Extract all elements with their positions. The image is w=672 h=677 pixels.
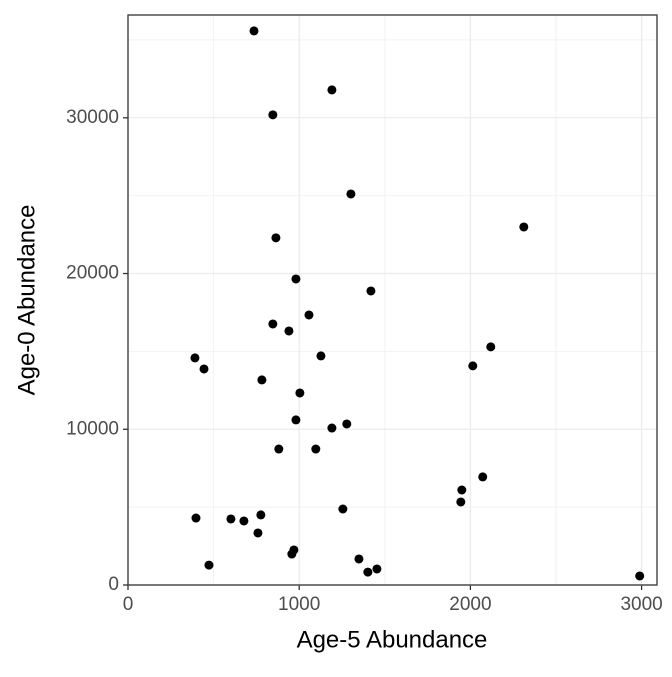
point — [635, 571, 645, 581]
point — [199, 364, 209, 374]
point — [291, 274, 301, 284]
point — [284, 326, 294, 336]
point — [295, 388, 305, 398]
y-tick-label: 30000 — [66, 107, 119, 128]
y-tick-label: 0 — [108, 574, 119, 595]
point — [363, 567, 373, 577]
y-axis-title: Age-0 Abundance — [13, 205, 40, 396]
point — [268, 110, 278, 120]
point — [239, 516, 249, 526]
point — [346, 189, 356, 199]
point — [190, 353, 200, 363]
point — [478, 472, 488, 482]
point — [327, 423, 337, 433]
point — [354, 554, 364, 564]
point — [204, 560, 214, 570]
point — [519, 222, 529, 232]
point — [268, 319, 278, 329]
point — [486, 342, 496, 352]
point — [271, 233, 281, 243]
point — [457, 485, 467, 495]
point — [338, 504, 348, 514]
y-tick-label: 10000 — [66, 418, 119, 439]
point — [191, 513, 201, 523]
x-tick-label: 2000 — [449, 594, 491, 615]
x-tick-label: 1000 — [278, 594, 320, 615]
point — [456, 497, 466, 507]
point — [287, 549, 297, 559]
y-tick-label: 20000 — [66, 263, 119, 284]
point — [372, 564, 382, 574]
point — [257, 375, 267, 385]
panel-border — [127, 14, 658, 586]
point — [316, 351, 326, 361]
point — [468, 361, 478, 371]
x-axis-title: Age-5 Abundance — [297, 626, 488, 653]
point — [253, 528, 263, 538]
point — [342, 419, 352, 429]
x-tick-label: 3000 — [620, 594, 662, 615]
point — [366, 286, 376, 296]
point — [249, 26, 259, 36]
point — [327, 85, 337, 95]
point — [274, 444, 284, 454]
point — [311, 444, 321, 454]
point — [304, 310, 314, 320]
point — [291, 415, 301, 425]
x-tick-label: 0 — [123, 594, 134, 615]
point — [226, 514, 236, 524]
point — [256, 510, 266, 520]
